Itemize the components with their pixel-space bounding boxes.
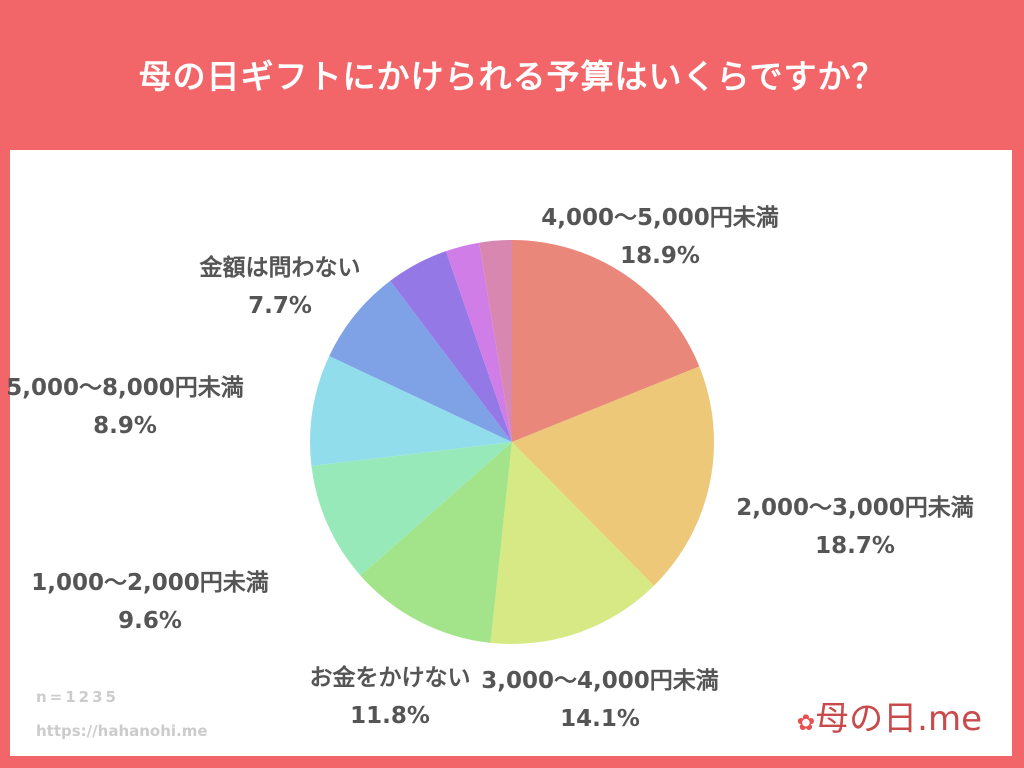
slice-value-label: 8.9% — [93, 413, 157, 439]
logo-text: 母の日.me — [815, 699, 982, 739]
slice-label: 4,000〜5,000円未満 — [541, 205, 779, 231]
pie-slice — [390, 251, 512, 442]
pie-slice — [311, 442, 512, 576]
pie-slice — [360, 442, 512, 643]
pie-slice — [445, 242, 512, 442]
source-url: https://hahanohi.me — [36, 722, 208, 740]
slice-value-label: 7.7% — [248, 293, 312, 319]
pie-slice — [512, 366, 714, 586]
slice-label: 3,000〜4,000円未満 — [481, 668, 719, 694]
pie-slice — [512, 240, 700, 442]
slice-value-label: 18.9% — [620, 243, 700, 269]
slice-value-label: 14.1% — [560, 706, 640, 732]
slice-value-label: 18.7% — [815, 533, 895, 559]
pie-slice — [479, 240, 512, 442]
chart-title: 母の日ギフトにかけられる予算はいくらですか？ — [138, 57, 886, 96]
pie-slice — [329, 280, 512, 442]
slice-label: 1,000〜2,000円未満 — [31, 570, 269, 596]
slice-label: 5,000〜8,000円未満 — [6, 375, 244, 401]
slice-label: 金額は問わない — [199, 254, 361, 281]
sample-size: n=1235 — [36, 688, 119, 706]
site-logo: ✿母の日.me — [796, 699, 982, 739]
slice-value-label: 9.6% — [118, 608, 182, 634]
pie-slice — [490, 442, 654, 645]
pie-slice — [309, 355, 512, 467]
slice-value-label: 11.8% — [350, 703, 430, 729]
slice-label: お金をかけない — [310, 664, 471, 691]
slice-label: 2,000〜3,000円未満 — [736, 495, 974, 521]
